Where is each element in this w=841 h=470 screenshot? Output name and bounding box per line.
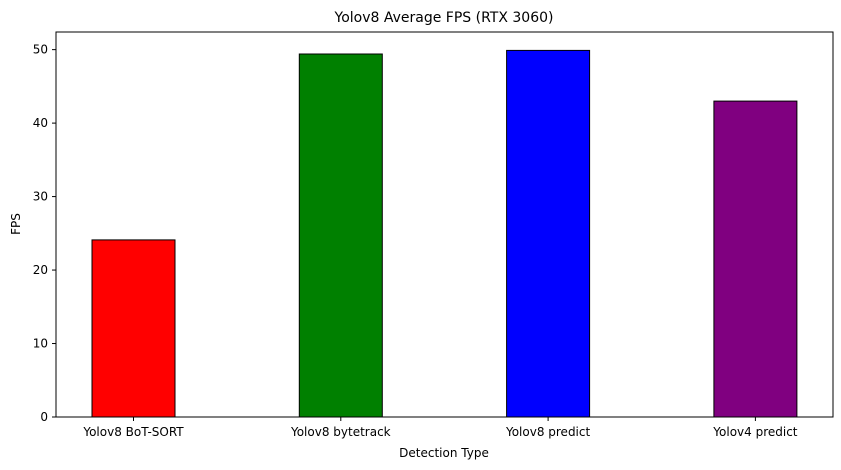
- y-tick-label: 20: [33, 263, 48, 277]
- bar-yolov8-predict: [506, 49, 591, 418]
- x-axis-ticks: Yolov8 BoT-SORT Yolov8 bytetrack Yolov8 pr…: [82, 417, 798, 439]
- x-tick-label: Yolov4 predict: [712, 425, 798, 439]
- bar-yolov8-bot-sort: [91, 239, 176, 418]
- y-tick-label: 30: [33, 190, 48, 204]
- y-tick-label: 0: [40, 410, 48, 424]
- y-tick-label: 50: [33, 43, 48, 57]
- x-tick-label: Yolov8 predict: [505, 425, 591, 439]
- plot-area-frame: [55, 31, 834, 418]
- x-tick-label: Yolov8 BoT-SORT: [82, 425, 184, 439]
- y-axis-ticks: 0 10 20 30 40 50: [33, 43, 56, 424]
- bar-yolov4-predict: [713, 100, 798, 418]
- bars-layer: [91, 49, 798, 418]
- y-tick-label: 10: [33, 337, 48, 351]
- y-axis-label: FPS: [9, 213, 23, 235]
- bar-yolov8-bytetrack: [298, 53, 383, 418]
- x-axis-label: Detection Type: [399, 446, 489, 460]
- chart-title: Yolov8 Average FPS (RTX 3060): [334, 10, 554, 26]
- y-tick-label: 40: [33, 116, 48, 130]
- x-tick-label: Yolov8 bytetrack: [290, 425, 391, 439]
